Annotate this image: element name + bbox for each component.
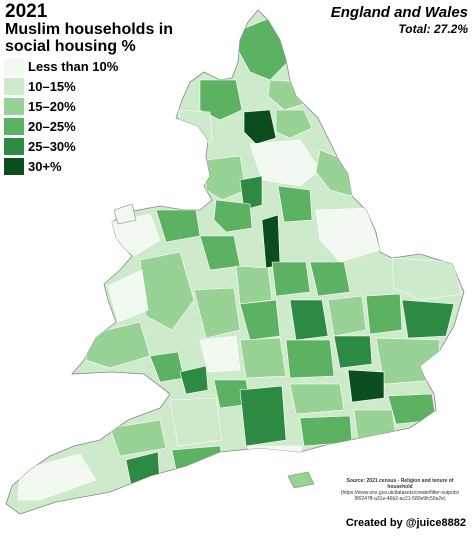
area-coventry: [289, 299, 329, 341]
legend-swatch: [4, 118, 24, 135]
legend-label: 20–25%: [28, 119, 76, 134]
area-herefordshire: [199, 335, 241, 373]
total-label: Total: 27.2%: [398, 22, 468, 36]
area-derby: [271, 261, 311, 297]
area-london: [347, 369, 385, 403]
area-sussex: [353, 409, 397, 441]
legend-swatch: [4, 78, 24, 95]
area-lancashire: [205, 155, 247, 201]
area-birmingham: [239, 299, 281, 341]
legend-label: 10–15%: [28, 79, 76, 94]
area-leicester: [309, 261, 351, 297]
area-oxford: [285, 339, 335, 379]
isle-of-wight: [287, 471, 315, 489]
area-staffordshire: [235, 265, 273, 305]
isle-of-wight-shape: [287, 471, 315, 489]
area-durham: [243, 109, 277, 145]
legend-item: 30+%: [4, 157, 118, 176]
area-bedford: [333, 335, 373, 369]
area-cardiff: [179, 365, 209, 395]
area-essex: [375, 337, 441, 385]
area-devon-north: [109, 419, 167, 457]
region-label: England and Wales: [330, 4, 468, 21]
legend-item: 25–30%: [4, 137, 118, 156]
area-suffolk: [401, 299, 455, 339]
anglesey: [113, 203, 137, 225]
area-ceredigion: [107, 269, 149, 323]
area-carmarthen: [85, 321, 151, 369]
area-cumbria-north: [199, 79, 243, 121]
area-north-yorkshire: [249, 139, 321, 187]
area-gloucester: [239, 337, 287, 379]
legend-swatch: [4, 98, 24, 115]
source-note: Source: 2021 census - Religion and tenur…: [334, 478, 466, 502]
area-northampton: [327, 295, 367, 337]
legend-item: Less than 10%: [4, 57, 118, 76]
legend-item: 15–20%: [4, 97, 118, 116]
anglesey-shape: [113, 203, 137, 225]
area-cambridge: [365, 293, 403, 335]
title-year: 2021: [5, 1, 48, 22]
source-line-3: 9f0247ff-a31e-46b2-ac21-580e9fc50a2e): [354, 496, 446, 502]
area-norfolk: [391, 257, 463, 301]
legend-item: 20–25%: [4, 117, 118, 136]
legend-swatch: [4, 158, 24, 175]
area-manchester: [213, 199, 253, 233]
area-cumbria-south: [177, 109, 213, 151]
legend-label: 30+%: [28, 159, 62, 174]
area-berkshire: [289, 383, 345, 415]
source-line-2: (https://www.ons.gov.uk/datasets/create/…: [340, 490, 460, 496]
title-main: Muslim households in social housing %: [5, 21, 174, 55]
legend-swatch: [4, 138, 24, 155]
area-dorset: [171, 445, 225, 471]
area-cornwall: [17, 453, 97, 501]
area-lincolnshire: [315, 207, 381, 263]
area-somerset: [169, 397, 223, 447]
legend-label: 15–20%: [28, 99, 76, 114]
legend: Less than 10% 10–15% 15–20% 20–25% 25–30…: [4, 57, 118, 177]
area-pennines: [239, 175, 263, 211]
source-line-1: Source: 2021 census - Religion and tenur…: [346, 478, 454, 490]
area-teesside: [275, 109, 313, 139]
area-kent: [387, 393, 437, 425]
area-shropshire: [193, 287, 241, 339]
area-leeds: [277, 185, 313, 223]
legend-swatch: [4, 58, 24, 75]
legend-label: Less than 10%: [28, 59, 119, 74]
credit-label: Created by @juice8882: [345, 517, 466, 529]
legend-item: 10–15%: [4, 77, 118, 96]
legend-label: 25–30%: [28, 139, 76, 154]
area-wiltshire: [239, 385, 287, 447]
